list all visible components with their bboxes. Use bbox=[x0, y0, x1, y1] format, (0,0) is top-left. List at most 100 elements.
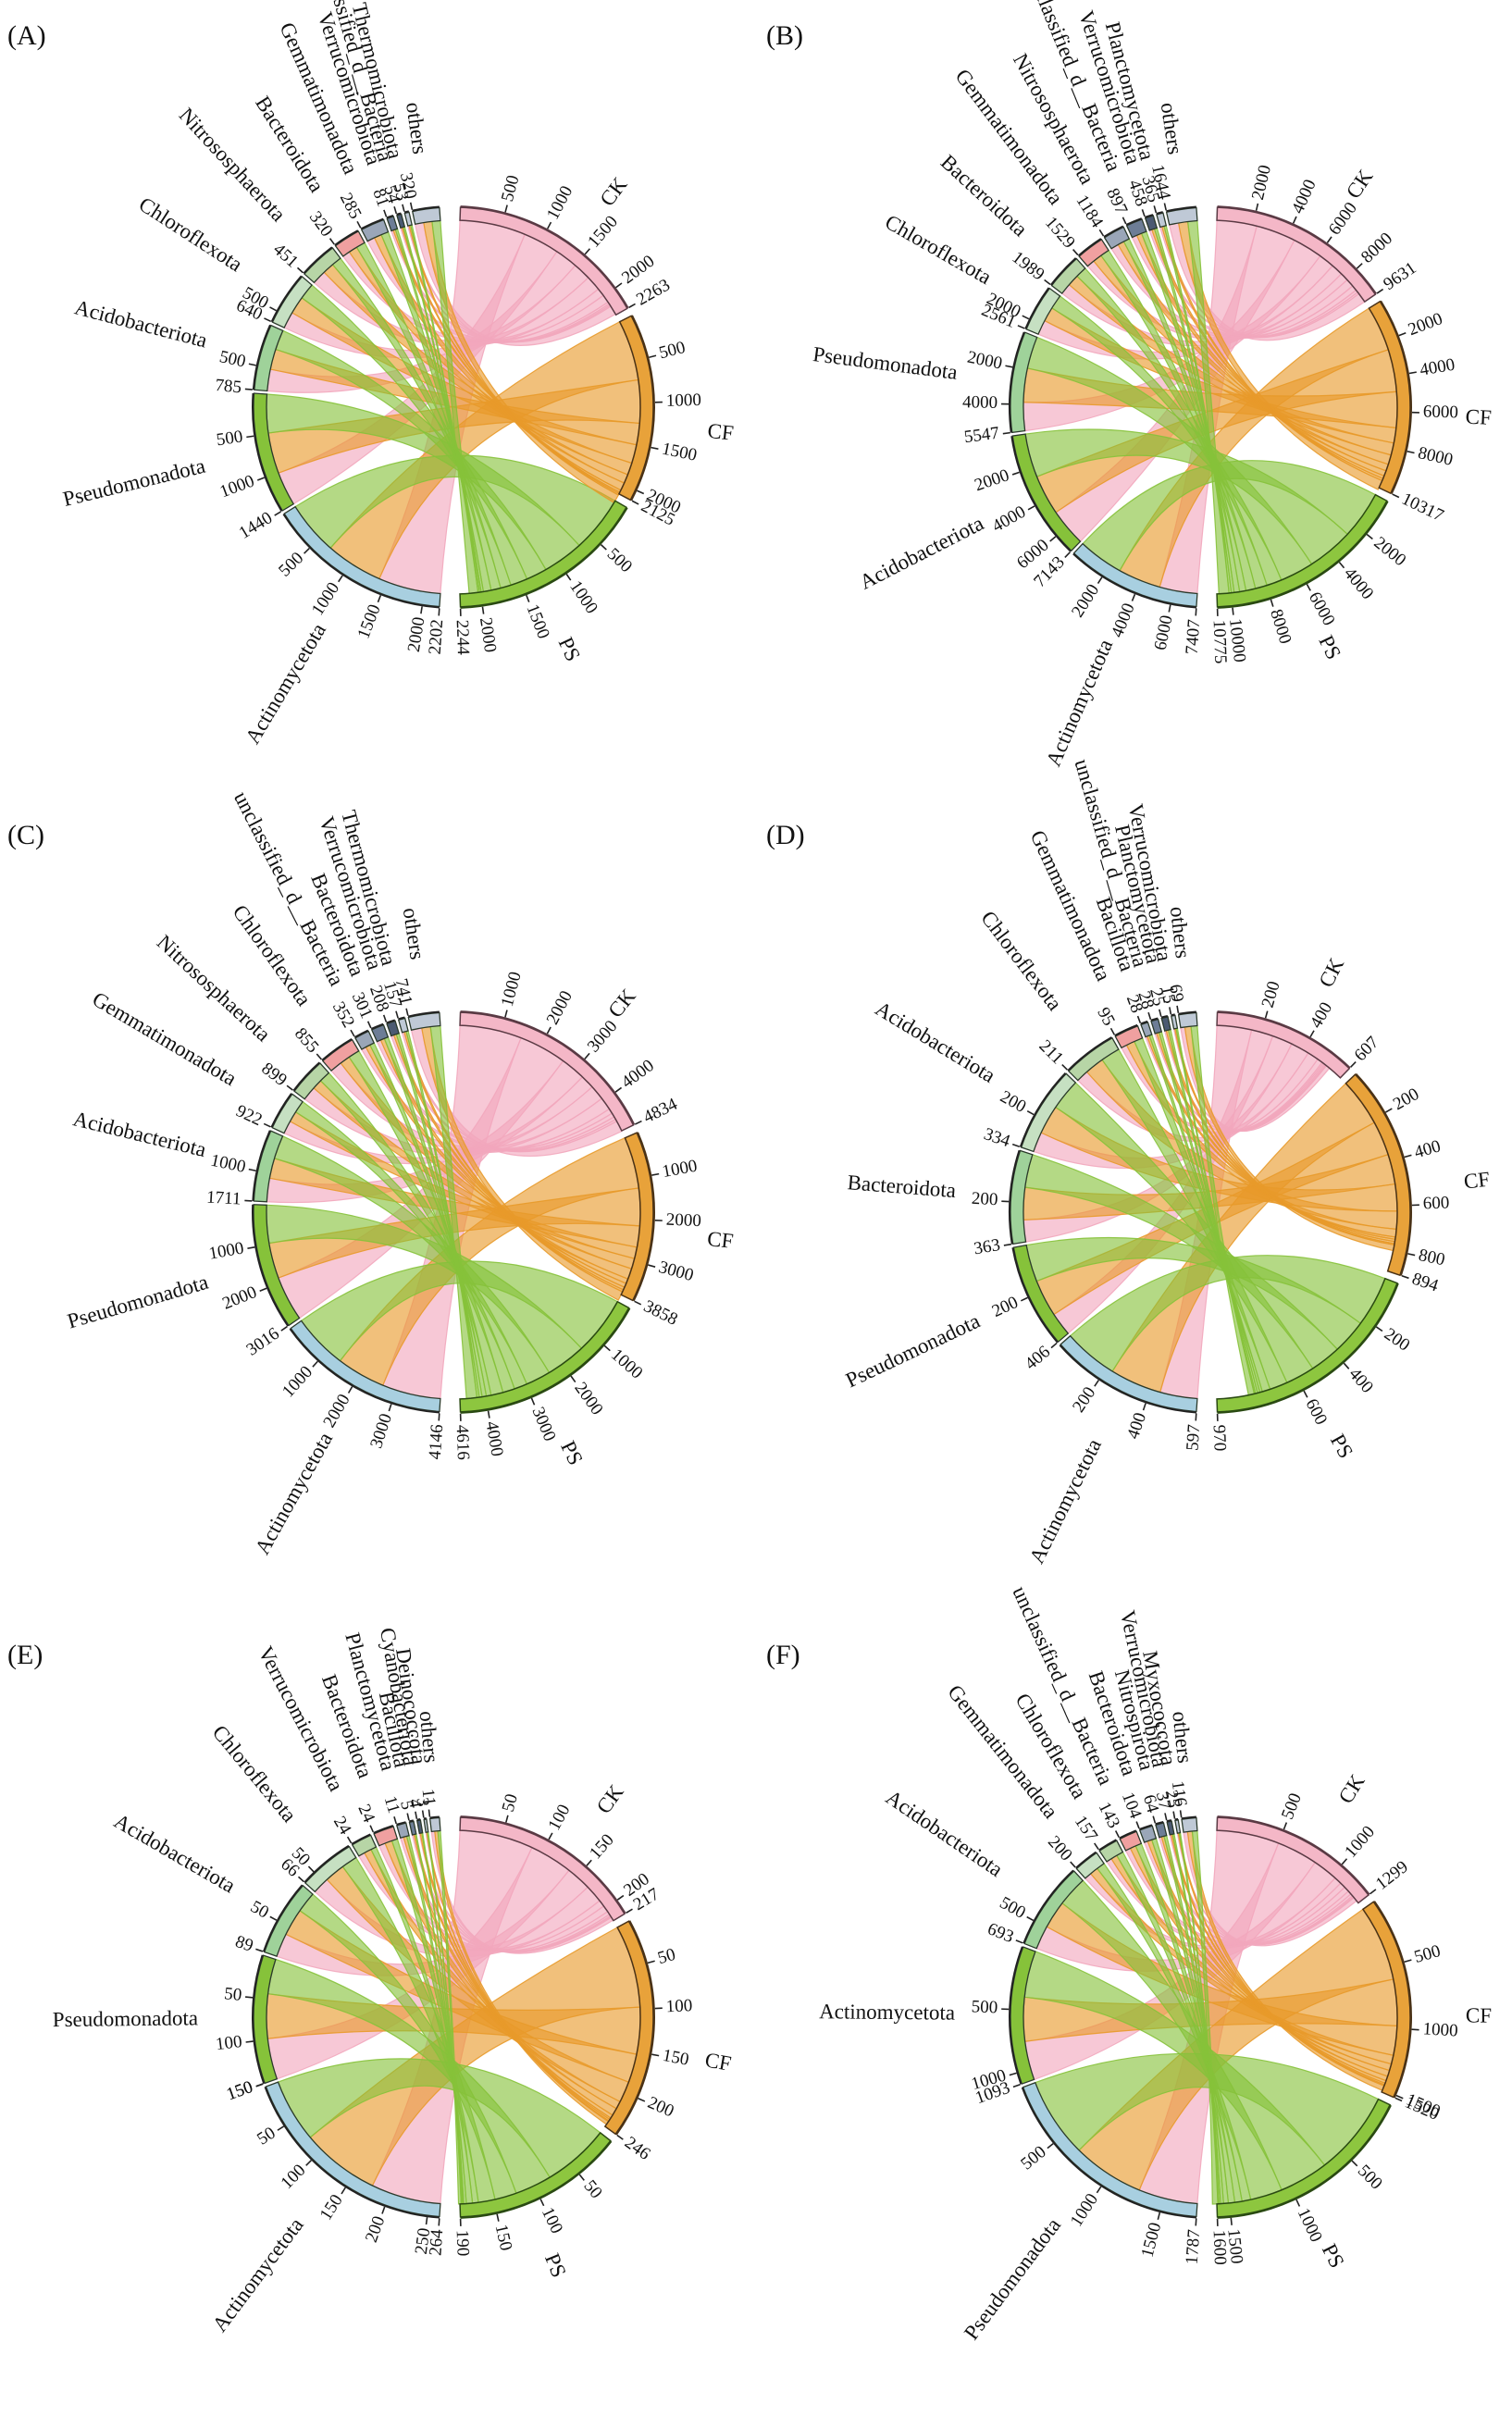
chord-panel: (E)50 100150200217CK50100150200246CF50100… bbox=[7, 1626, 733, 2335]
phylum-arc bbox=[271, 1093, 304, 1134]
axis-tick bbox=[1153, 205, 1158, 214]
chord-panel: (B)2000 4000600080009631CK200040006000800… bbox=[766, 0, 1492, 770]
axis-tick bbox=[381, 2206, 386, 2214]
axis-tick bbox=[286, 1084, 293, 1091]
phylum-arc bbox=[1012, 1244, 1070, 1344]
axis-tick bbox=[1401, 1275, 1409, 1280]
axis-tick bbox=[1027, 505, 1035, 511]
axis-tick bbox=[277, 2125, 285, 2131]
phylum-arc bbox=[351, 1834, 378, 1857]
phylum-label: Actinomycetota bbox=[241, 619, 330, 748]
axis-tick bbox=[647, 1960, 655, 1964]
phylum-arc-rim bbox=[407, 1010, 440, 1018]
tick-label: 8000 bbox=[1266, 607, 1295, 647]
phylum-arc bbox=[1072, 542, 1198, 608]
phylum-arc-rim bbox=[412, 205, 440, 212]
axis-tick bbox=[1070, 1861, 1076, 1868]
tick-label: 3000 bbox=[584, 1017, 622, 1057]
tick-label: 334 bbox=[981, 1124, 1012, 1151]
tick-label: 150 bbox=[224, 2077, 255, 2104]
phylum-arc-rim bbox=[1150, 1017, 1159, 1022]
tick-label: 500 bbox=[1354, 2162, 1386, 2194]
axis-tick bbox=[1022, 315, 1030, 320]
axis-tick bbox=[1098, 229, 1105, 237]
axis-tick bbox=[496, 2213, 500, 2222]
axis-tick bbox=[259, 1287, 267, 1292]
tick-label: 89 bbox=[233, 1932, 256, 1956]
axis-tick bbox=[307, 1865, 315, 1873]
axis-tick bbox=[481, 606, 485, 614]
tick-label: 1500 bbox=[522, 601, 552, 641]
tick-label: 11 bbox=[418, 1788, 440, 1807]
tick-label: 200 bbox=[1044, 1832, 1076, 1865]
tick-label: 3 bbox=[412, 1796, 432, 1807]
axis-tick bbox=[614, 1086, 623, 1093]
axis-tick bbox=[388, 1404, 392, 1412]
axis-tick bbox=[245, 2040, 254, 2043]
axis-tick bbox=[584, 1052, 590, 1059]
phylum-arc-rim bbox=[1009, 331, 1025, 433]
phylum-arc bbox=[354, 1030, 376, 1050]
phylum-arc bbox=[1075, 1852, 1105, 1879]
group-arc-rim bbox=[1355, 1072, 1412, 1276]
phylum-arc-rim bbox=[1009, 1946, 1023, 2085]
tick-label: 4000 bbox=[962, 392, 998, 413]
phylum-arc bbox=[396, 213, 406, 229]
tick-label: 1500 bbox=[1138, 2221, 1166, 2260]
phylum-arc bbox=[253, 392, 295, 512]
tick-label: 1299 bbox=[1372, 1857, 1412, 1894]
phylum-arc-rim bbox=[252, 324, 271, 390]
axis-tick bbox=[1395, 2094, 1404, 2100]
tick-label: 1500 bbox=[1223, 2228, 1246, 2265]
axis-tick bbox=[648, 1264, 656, 1268]
tick-label: 785 bbox=[215, 376, 242, 397]
ribbons bbox=[1022, 219, 1398, 595]
phylum-arc-rim bbox=[1155, 1821, 1164, 1826]
phylum-label: Chloroflexota bbox=[881, 210, 995, 289]
tick-label: 4000 bbox=[989, 502, 1029, 537]
axis-tick bbox=[1350, 1061, 1357, 1068]
phylum-label: Actinomycetota bbox=[208, 2213, 308, 2336]
phylum-arc bbox=[1119, 1830, 1143, 1852]
tick-label: 500 bbox=[1017, 2142, 1049, 2174]
axis-tick bbox=[263, 1122, 271, 1128]
group-label: CF bbox=[1465, 405, 1492, 429]
tick-label: 2000 bbox=[570, 1379, 606, 1419]
tick-label: 2000 bbox=[665, 1210, 701, 1232]
group-label: CK bbox=[595, 173, 631, 211]
phylum-label: others bbox=[1157, 101, 1187, 155]
axis-tick bbox=[547, 221, 552, 229]
axis-tick bbox=[634, 1300, 642, 1306]
axis-tick bbox=[1044, 279, 1051, 286]
phylum-label: Pseudomonadota bbox=[61, 454, 208, 511]
axis-tick bbox=[269, 306, 277, 312]
phylum-arc bbox=[370, 1023, 390, 1043]
phylum-arc-rim bbox=[1144, 214, 1154, 218]
tick-label: 1000 bbox=[308, 579, 343, 619]
ribbons bbox=[266, 1829, 641, 2205]
phylum-arc bbox=[334, 230, 366, 257]
axis-tick bbox=[264, 317, 272, 323]
tick-label: 363 bbox=[973, 1235, 1001, 1258]
phylum-label: Acidobacteriota bbox=[72, 295, 209, 352]
axis-tick bbox=[1141, 209, 1146, 217]
tick-label: 100 bbox=[215, 2032, 243, 2054]
tick-label: 2000 bbox=[1406, 309, 1445, 340]
phylum-arc-rim bbox=[351, 1833, 371, 1845]
tick-label: 6000 bbox=[1305, 589, 1339, 628]
tick-label: 600 bbox=[1301, 1395, 1331, 1428]
tick-label: 600 bbox=[1422, 1193, 1449, 1213]
phylum-arc-rim bbox=[1160, 1014, 1169, 1019]
axis-tick bbox=[1009, 2072, 1017, 2076]
group-label: CK bbox=[1342, 165, 1378, 203]
phylum-arc-rim bbox=[398, 1016, 405, 1021]
tick-label: 200 bbox=[362, 2213, 389, 2245]
phylum-arc bbox=[304, 1845, 357, 1893]
axis-tick bbox=[1109, 1027, 1116, 1035]
axis-tick bbox=[246, 435, 254, 439]
tick-label: 4146 bbox=[426, 1424, 448, 1460]
phylum-arc-rim bbox=[321, 1037, 353, 1061]
group-label: PS bbox=[1318, 2240, 1349, 2272]
tick-label: 3000 bbox=[366, 1411, 396, 1451]
axis-tick bbox=[1122, 217, 1127, 225]
